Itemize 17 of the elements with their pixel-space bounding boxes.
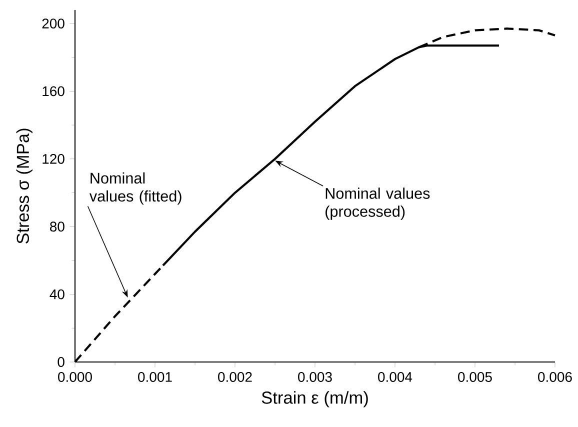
annotation: Nominal values (processed) (326, 188, 430, 220)
x-tick-label: 0.002 (218, 372, 252, 382)
x-tick-label: 0.005 (458, 372, 492, 382)
x-tick-label: 0.001 (138, 372, 172, 382)
annotation: Nominal values (fitted) (89, 172, 182, 205)
y-tick-label: 200 (42, 18, 64, 28)
x-axis-title: Strain ε (m/m) (262, 391, 368, 408)
y-tick-label: 80 (50, 222, 64, 232)
y-tick-label: 160 (42, 86, 64, 96)
x-tick-label: 0.006 (538, 372, 572, 382)
y-tick-label: 0 (58, 357, 64, 367)
x-tick-label: 0.004 (378, 372, 412, 382)
y-tick-label: 120 (42, 154, 64, 164)
x-tick-label: 0.000 (58, 372, 92, 382)
y-tick-label: 40 (50, 289, 64, 300)
x-tick-label: 0.003 (298, 372, 332, 382)
y-axis-title: Stress σ (MPa) (16, 128, 32, 244)
